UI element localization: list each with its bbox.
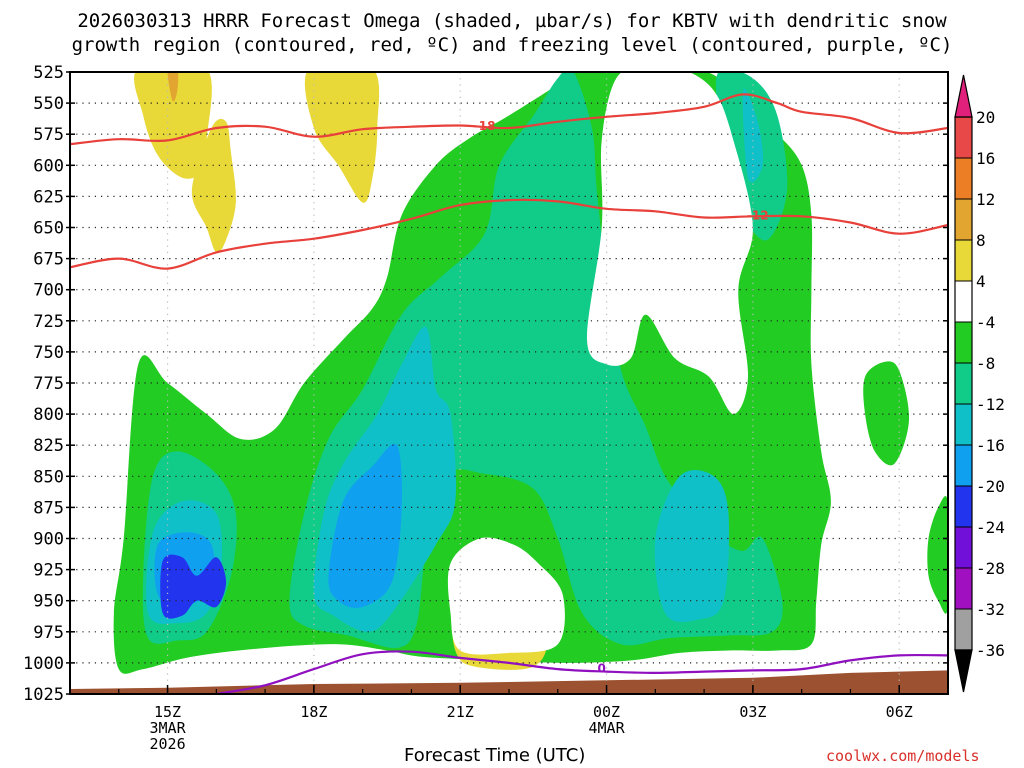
omega-region: [167, 72, 179, 102]
contour-lines: -18 -12 0: [70, 93, 948, 694]
colorbar-swatch: [955, 199, 972, 241]
colorbar-swatch: [955, 568, 972, 610]
omega-region: [654, 469, 730, 623]
x-tick-label: 18Z: [300, 703, 327, 721]
y-axis-pressure: 525 550 575 600 625 650 675 700 725 750 775 800 825 8…: [23, 63, 948, 705]
colorbar-label: -24: [976, 518, 1005, 537]
y-tick-label: 650: [33, 219, 64, 239]
colorbar-label: 4: [976, 272, 986, 291]
colorbar-swatch: [955, 363, 972, 405]
freezing-level-label: 0: [597, 661, 605, 675]
y-tick-label: 550: [33, 94, 64, 114]
y-tick-label: 600: [33, 156, 64, 176]
y-tick-label: 900: [33, 530, 64, 550]
colorbar-swatch: [955, 527, 972, 569]
omega-region: [927, 496, 948, 614]
omega-region: [191, 118, 236, 253]
x-tick-label: 06Z: [886, 703, 913, 721]
y-tick-label: 575: [33, 125, 64, 145]
y-tick-label: 925: [33, 561, 64, 581]
colorbar-top-arrow: [954, 74, 973, 118]
colorbar-label: -32: [976, 600, 1005, 619]
x-tick-label: 21Z: [447, 703, 474, 721]
omega-colorbar: 20 16 12 8 4 -4 -8 -12 -16 -20 -24 -28 -32 -36: [954, 74, 1005, 693]
terrain-layer: [70, 670, 948, 694]
y-tick-label: 800: [33, 405, 64, 425]
omega-neutral-region: [447, 537, 565, 655]
y-tick-label: 725: [33, 312, 64, 332]
y-tick-label: 750: [33, 343, 64, 363]
colorbar-label: -12: [976, 395, 1005, 414]
x-tick-label: 00Z: [593, 703, 620, 721]
colorbar-label: -28: [976, 559, 1005, 578]
dgz-contour-line: [70, 93, 948, 146]
chart-title-line-2: growth region (contoured, red, ºC) and f…: [71, 34, 953, 56]
terrain-fill: [70, 670, 948, 694]
colorbar-swatch: [955, 486, 972, 528]
y-tick-label: 1025: [23, 685, 64, 705]
colorbar-swatch: [955, 609, 972, 651]
colorbar-swatch: [955, 158, 972, 200]
omega-region: [863, 361, 910, 466]
colorbar-label: -20: [976, 477, 1005, 496]
dgz-contour-line: [70, 198, 948, 270]
y-tick-label: 975: [33, 623, 64, 643]
x-tick-label: 03Z: [739, 703, 766, 721]
omega-neutral-region: [586, 72, 753, 415]
colorbar-swatch: [955, 322, 972, 364]
colorbar-label: -4: [976, 313, 995, 332]
y-tick-label: 775: [33, 374, 64, 394]
x-tick-label: 4MAR: [588, 719, 625, 737]
colorbar-label: -36: [976, 641, 1005, 660]
colorbar-swatch: [955, 445, 972, 487]
colorbar-label: 20: [976, 108, 995, 127]
x-axis-label: Forecast Time (UTC): [404, 745, 586, 766]
colorbar-bottom-arrow: [954, 649, 973, 693]
y-tick-label: 700: [33, 281, 64, 301]
source-credit: coolwx.com/models: [826, 747, 980, 765]
omega-region: [134, 72, 212, 179]
omega-region: [328, 443, 402, 608]
omega-region: [160, 554, 227, 619]
colorbar-swatch: [955, 117, 972, 159]
colorbar-label: 8: [976, 231, 986, 250]
y-tick-label: 675: [33, 250, 64, 270]
x-tick-label: 15Z: [154, 703, 181, 721]
omega-region: [742, 88, 764, 183]
colorbar-swatch: [955, 281, 972, 323]
freezing-level-contour: [216, 650, 948, 694]
dgz-contour-label: -18: [474, 119, 496, 133]
colorbar-label: 16: [976, 149, 995, 168]
y-tick-label: 1000: [23, 654, 64, 674]
y-tick-label: 875: [33, 498, 64, 518]
colorbar-swatch: [955, 240, 972, 282]
y-tick-label: 950: [33, 592, 64, 612]
y-tick-label: 825: [33, 436, 64, 456]
omega-shaded-fields: [113, 72, 948, 674]
y-tick-label: 625: [33, 187, 64, 207]
omega-region: [304, 72, 380, 203]
colorbar-label: 12: [976, 190, 995, 209]
dotted-grid: [70, 72, 948, 694]
x-tick-label: 2026: [149, 735, 185, 753]
dgz-contour-label: -12: [747, 209, 769, 223]
chart-title-line-1: 2026030313 HRRR Forecast Omega (shaded, …: [77, 10, 947, 32]
colorbar-label: -8: [976, 354, 995, 373]
y-tick-label: 850: [33, 467, 64, 487]
y-tick-label: 525: [33, 63, 64, 83]
x-tick-label: 3MAR: [149, 719, 186, 737]
colorbar-swatch: [955, 404, 972, 446]
colorbar-label: -16: [976, 436, 1005, 455]
